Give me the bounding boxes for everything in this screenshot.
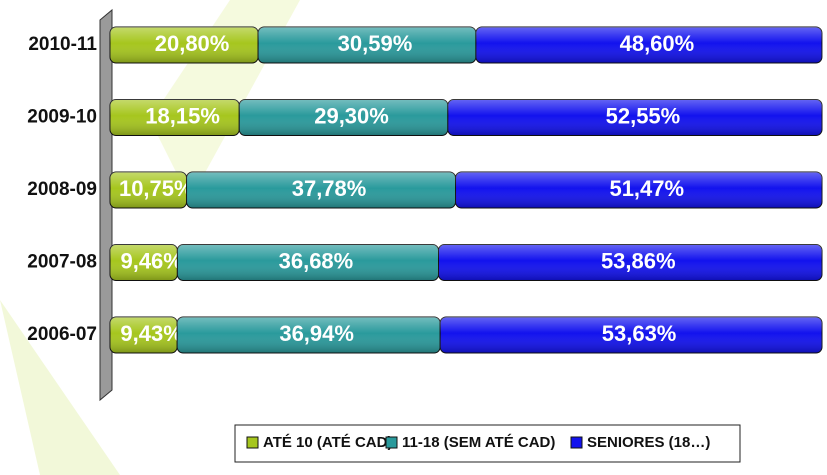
data-label: 10,75% [119,176,194,201]
data-label: 53,86% [601,248,676,273]
data-label: 29,30% [314,103,389,128]
bar-shine [177,317,441,353]
bar-shine [110,99,240,136]
legend-label: ATÉ 10 (ATÉ CAD) [263,434,392,451]
y-tick-label: 2008-09 [27,179,97,200]
bar-shine [438,244,822,281]
bar-shine [455,172,822,208]
axis-wall [99,8,113,402]
background-shape [0,300,120,475]
data-label: 36,68% [279,248,354,273]
legend-swatch [570,436,583,449]
y-tick-label: 2007-08 [27,252,97,273]
bar-shine [110,27,259,63]
data-label: 9,46% [120,248,182,273]
bar-shine [177,244,439,281]
y-tick-label: 2006-07 [27,324,97,345]
bar-shine [186,172,456,208]
bar-shine [447,99,822,136]
legend-box [234,424,741,463]
bar-shine [239,99,448,136]
legend-swatch [246,436,259,449]
bar-shine [475,27,822,63]
bar-shine [110,172,187,208]
legend-label: 11-18 (SEM ATÉ CAD) [402,434,555,451]
data-label: 48,60% [620,31,695,56]
bar-shine [258,27,476,63]
data-label: 52,55% [606,103,681,128]
legend-swatch [385,436,398,449]
data-label: 20,80% [155,31,230,56]
data-label: 30,59% [338,31,413,56]
data-label: 53,63% [602,321,677,346]
data-label: 51,47% [609,176,684,201]
data-label: 36,94% [279,321,354,346]
y-tick-label: 2010-11 [28,34,97,55]
data-label: 9,43% [120,321,182,346]
legend-label: SENIORES (18…) [587,434,710,451]
y-tick-label: 2009-10 [27,107,97,128]
data-label: 37,78% [292,176,367,201]
bar-shine [440,317,822,353]
data-label: 18,15% [145,103,220,128]
bar-shine [110,244,178,281]
bar-shine [110,317,178,353]
